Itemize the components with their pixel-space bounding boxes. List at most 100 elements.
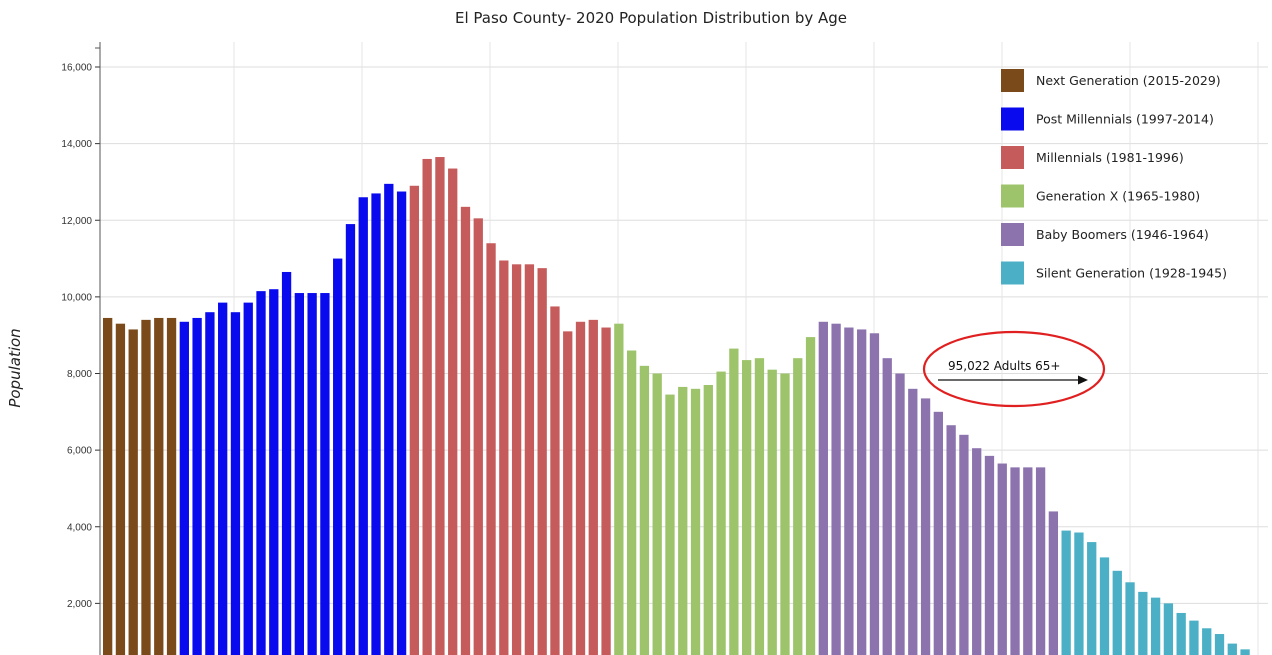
bar xyxy=(115,323,126,655)
bar xyxy=(882,358,892,655)
bar xyxy=(179,321,189,655)
bar xyxy=(1163,603,1174,655)
y-axis: 2,000 4,000 6,000 8,000 10,000 12,000 14,000 16… xyxy=(61,42,101,655)
bar xyxy=(767,369,777,655)
bar xyxy=(1240,649,1250,655)
bar xyxy=(486,243,496,655)
bar xyxy=(435,157,445,655)
bar xyxy=(626,350,637,655)
y-tick-label: 4,000 xyxy=(67,522,92,533)
legend-label: Generation X (1965-1980) xyxy=(1036,189,1200,204)
bar xyxy=(345,224,356,655)
bar xyxy=(805,337,816,655)
bar xyxy=(371,193,381,655)
bar xyxy=(575,321,586,655)
bar xyxy=(1112,570,1122,655)
bar xyxy=(230,312,241,655)
bar xyxy=(652,373,662,655)
annotation-label: 95,022 Adults 65+ xyxy=(948,359,1060,373)
bar xyxy=(358,197,368,655)
y-tick-label: 14,000 xyxy=(61,139,92,150)
bar xyxy=(205,312,215,655)
legend-swatch xyxy=(1001,146,1024,169)
bar xyxy=(844,327,854,655)
bar xyxy=(703,384,713,655)
bar xyxy=(831,323,841,655)
legend-swatch xyxy=(1001,184,1024,208)
bar xyxy=(678,386,688,655)
bar xyxy=(1061,530,1071,655)
bar xyxy=(460,206,471,655)
bar xyxy=(1202,628,1212,655)
bar xyxy=(1227,643,1237,655)
y-tick-label: 6,000 xyxy=(67,446,92,457)
y-tick-label: 12,000 xyxy=(61,216,92,227)
bar xyxy=(294,293,304,655)
annotation: 95,022 Adults 65+ xyxy=(922,330,1106,408)
y-tick-label: 8,000 xyxy=(67,369,92,380)
annotation-ellipse xyxy=(922,330,1106,408)
bar xyxy=(1189,620,1199,655)
bar xyxy=(984,455,995,655)
y-tick-label: 2,000 xyxy=(67,599,92,610)
legend-label: Silent Generation (1928-1945) xyxy=(1036,266,1227,281)
legend: Next Generation (2015-2029) Post Millenni… xyxy=(1001,69,1227,285)
bar xyxy=(1138,591,1148,655)
bar xyxy=(946,425,956,655)
bar xyxy=(243,302,253,655)
bar xyxy=(818,321,828,655)
bar xyxy=(396,191,407,655)
bar xyxy=(281,271,292,655)
legend-swatch xyxy=(1001,261,1024,285)
y-tick-label: 10,000 xyxy=(61,292,92,303)
bar xyxy=(550,306,560,655)
bar xyxy=(563,331,573,655)
bar xyxy=(908,388,918,655)
bar xyxy=(1087,542,1097,655)
bar xyxy=(588,319,598,655)
bar xyxy=(729,348,739,655)
bar xyxy=(869,333,880,655)
bar xyxy=(511,264,522,655)
bar xyxy=(473,218,483,655)
bars xyxy=(103,157,1250,655)
bar xyxy=(1125,582,1135,655)
bar xyxy=(1074,532,1084,655)
bar xyxy=(754,358,765,655)
bar xyxy=(256,291,266,655)
y-axis-label: Population xyxy=(6,328,24,407)
bar xyxy=(780,373,790,655)
bar xyxy=(499,260,509,655)
bar xyxy=(716,371,726,655)
bar xyxy=(1150,597,1161,655)
bar xyxy=(665,394,675,655)
legend-swatch xyxy=(1001,69,1024,92)
bar xyxy=(614,323,624,655)
bar xyxy=(307,293,317,655)
bar xyxy=(601,327,611,655)
bar xyxy=(1048,511,1059,655)
bar xyxy=(333,258,343,655)
bar xyxy=(1214,634,1225,655)
bar xyxy=(166,317,177,655)
bar xyxy=(1099,557,1110,655)
legend-label: Post Millennials (1997-2014) xyxy=(1036,112,1214,127)
bar xyxy=(218,302,228,655)
bar xyxy=(192,317,202,655)
bar xyxy=(1176,612,1186,655)
y-tick-label: 16,000 xyxy=(61,63,92,74)
bar xyxy=(972,448,982,655)
bar xyxy=(959,434,969,655)
chart-title: El Paso County- 2020 Population Distribu… xyxy=(455,9,847,27)
legend-label: Millennials (1981-1996) xyxy=(1036,150,1184,165)
bar xyxy=(141,319,151,655)
bar xyxy=(1023,467,1033,655)
bar xyxy=(448,168,458,655)
legend-swatch xyxy=(1001,107,1024,131)
bar xyxy=(384,183,394,655)
bar xyxy=(320,293,330,655)
bar xyxy=(1035,467,1046,655)
bar xyxy=(409,185,420,655)
bar xyxy=(128,329,138,655)
